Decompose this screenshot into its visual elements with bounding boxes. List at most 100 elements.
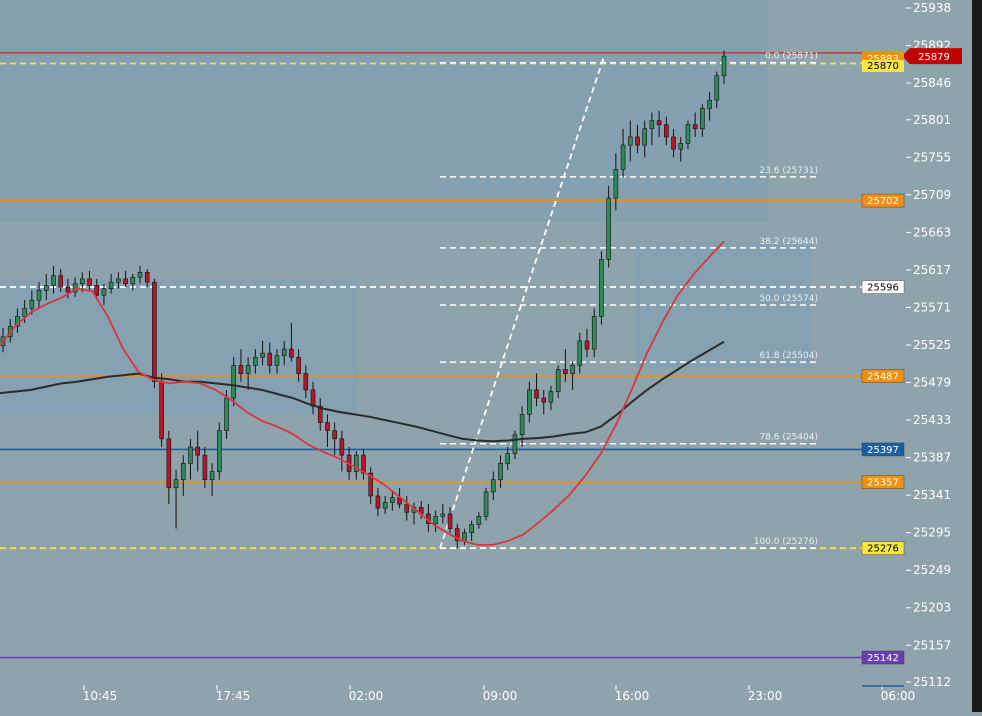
- candle: [296, 356, 301, 374]
- price-tag: [861, 650, 905, 665]
- candle: [217, 430, 222, 472]
- candle: [462, 532, 467, 542]
- price-tag-value: 25357: [867, 478, 899, 489]
- candle: [332, 430, 337, 440]
- candle: [188, 446, 193, 464]
- candle: [714, 75, 720, 101]
- price-tag: [861, 193, 905, 208]
- fib-level-label: 100.0 (25276): [754, 537, 818, 547]
- y-tick-label: 25617: [913, 263, 951, 277]
- candle: [317, 405, 323, 423]
- price-tag-hidden-value: 25870: [867, 61, 899, 72]
- candle: [563, 369, 568, 374]
- candle: [498, 463, 503, 480]
- candle: [123, 278, 128, 285]
- fib-trend-line: [439, 56, 605, 549]
- candle: [245, 365, 251, 374]
- candle: [152, 281, 157, 383]
- candle: [144, 272, 150, 283]
- candle: [649, 120, 655, 130]
- candle: [519, 414, 525, 436]
- y-tick-label: 25663: [913, 225, 951, 239]
- candle: [368, 472, 374, 497]
- last-price-tag: [902, 48, 962, 65]
- candle: [534, 389, 539, 399]
- candle: [454, 528, 460, 542]
- candle: [555, 369, 561, 392]
- y-tick-label: 25525: [913, 338, 951, 352]
- price-tag-value: 25276: [867, 544, 899, 555]
- candle: [325, 422, 330, 431]
- candle: [541, 397, 547, 403]
- price-tag-hidden: [862, 60, 904, 72]
- candle: [36, 290, 42, 301]
- range-zone: [0, 279, 358, 415]
- candle: [447, 513, 453, 529]
- candle: [339, 438, 345, 456]
- candle: [202, 454, 208, 480]
- price-tag-value: 25596: [867, 283, 899, 294]
- candle: [80, 278, 85, 285]
- candle: [490, 479, 496, 493]
- y-tick-label: 25112: [913, 675, 951, 689]
- candle: [548, 391, 554, 403]
- candle: [527, 389, 532, 415]
- candle: [664, 124, 669, 138]
- candle: [584, 340, 590, 350]
- candle: [159, 381, 164, 440]
- candle: [51, 275, 56, 286]
- candle: [483, 491, 489, 517]
- y-tick-label: 25157: [913, 638, 951, 652]
- fib-level-label: 78.6 (25404): [759, 433, 818, 443]
- x-tick-label: 16:00: [615, 689, 650, 703]
- candle: [195, 446, 200, 456]
- candle: [505, 453, 511, 464]
- fib-level-label: 23.6 (25731): [759, 166, 818, 176]
- price-tag-hidden-value: 25883: [867, 54, 899, 65]
- price-tag-value: 25702: [867, 196, 899, 207]
- candle: [231, 365, 237, 399]
- fib-level-label: 38.2 (25644): [759, 237, 818, 247]
- y-tick-label: 25938: [913, 1, 951, 15]
- candle: [476, 516, 482, 525]
- candle: [692, 124, 698, 130]
- axis-edge: [972, 0, 982, 712]
- candle: [94, 285, 100, 296]
- candle: [390, 497, 395, 503]
- candle: [180, 463, 186, 480]
- y-tick-label: 25387: [913, 451, 951, 465]
- price-tag: [861, 369, 905, 383]
- x-tick-label: 09:00: [483, 689, 518, 703]
- candle: [613, 169, 619, 199]
- x-tick-label: 02:00: [349, 689, 384, 703]
- candle: [310, 389, 316, 407]
- supply-zone: [0, 0, 768, 222]
- candle: [108, 281, 114, 289]
- price-tag-value: 25487: [867, 372, 899, 383]
- price-tag-value: 25397: [867, 445, 899, 456]
- fib-level-label: 0.0 (25871): [765, 52, 818, 62]
- candle: [382, 502, 388, 509]
- y-tick-label: 25801: [913, 113, 951, 127]
- y-tick-label: 25846: [913, 76, 951, 90]
- ma-fast-line: [0, 240, 725, 546]
- candle: [635, 136, 640, 146]
- y-tick-label: 25709: [913, 188, 951, 202]
- candle: [173, 479, 179, 489]
- price-tag: [861, 442, 905, 457]
- candle: [678, 143, 684, 150]
- candle: [29, 299, 35, 309]
- candle: [22, 307, 27, 317]
- y-tick-label: 25203: [913, 601, 951, 615]
- candle: [260, 352, 265, 358]
- last-price-value: 25879: [918, 52, 950, 63]
- candle: [433, 516, 438, 524]
- candle: [209, 471, 215, 480]
- candle: [469, 524, 474, 533]
- candle: [685, 124, 691, 144]
- x-tick-label: 10:45: [83, 689, 118, 703]
- ma-slow-line: [0, 340, 725, 443]
- candle: [620, 144, 626, 170]
